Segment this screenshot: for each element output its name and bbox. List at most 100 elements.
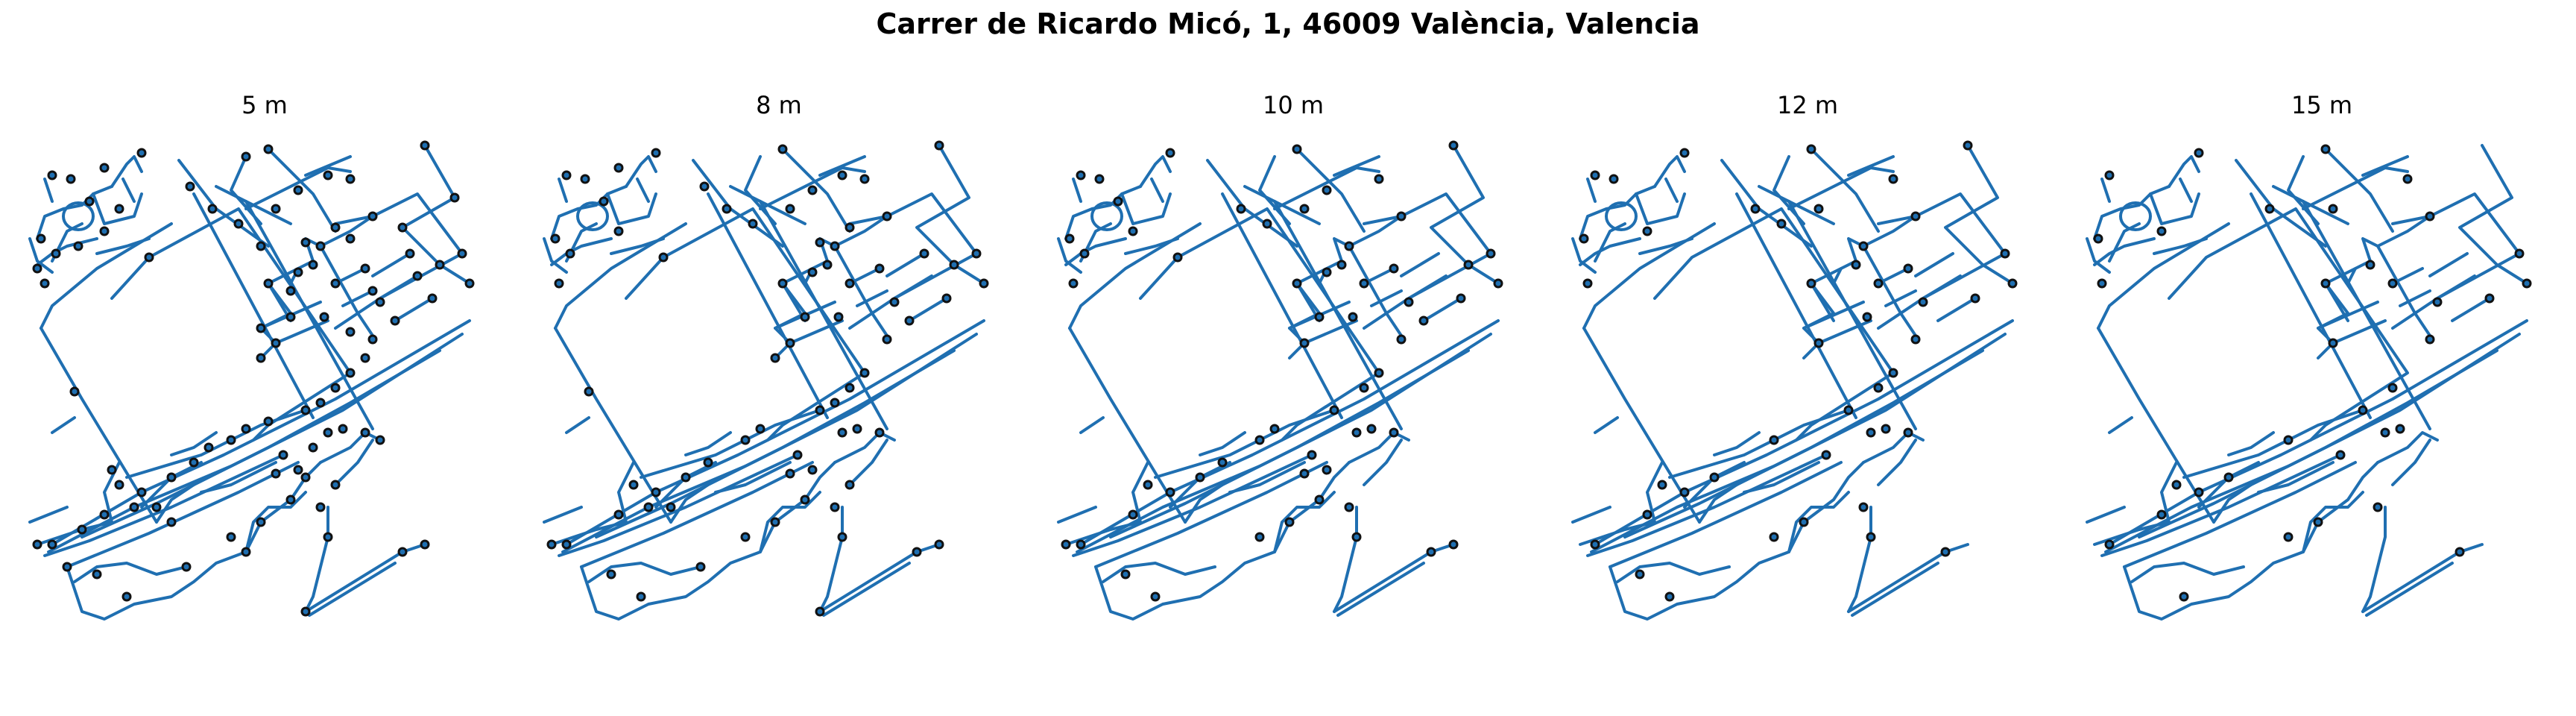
intersection-node [2432, 297, 2443, 307]
street-edge [1303, 319, 1358, 345]
street-edge [610, 237, 665, 255]
street-edge [170, 431, 218, 456]
street-edge [51, 319, 471, 546]
intersection-node [550, 233, 561, 244]
intersection-node [971, 248, 982, 259]
street-edge [1228, 461, 1306, 494]
intersection-node [1888, 368, 1898, 378]
intersection-node [1821, 450, 1831, 460]
intersection-node [1813, 204, 1824, 214]
intersection-node [330, 222, 341, 233]
intersection-node [1128, 509, 1138, 520]
intersection-node [934, 539, 944, 550]
street-edge [36, 521, 113, 546]
intersection-node [241, 547, 251, 557]
intersection-node [2313, 517, 2323, 527]
street-edge [580, 461, 814, 568]
intersection-node [845, 222, 855, 233]
intersection-node [2328, 204, 2338, 214]
intersection-node [1858, 241, 1869, 251]
street-network [2086, 144, 2532, 621]
intersection-node [1172, 252, 1183, 263]
intersection-node [256, 323, 266, 333]
intersection-node [2104, 539, 2115, 550]
intersection-node [1404, 297, 1414, 307]
intersection-node [699, 181, 710, 192]
street-network-map [28, 140, 475, 621]
intersection-node [703, 457, 713, 468]
street-edge [1333, 506, 1358, 613]
intersection-node [278, 450, 288, 460]
street-edge [267, 148, 337, 233]
intersection-node [166, 517, 177, 527]
intersection-node [1389, 427, 1399, 438]
street-edge [1594, 416, 1619, 434]
intersection-node [1195, 472, 1205, 483]
street-edge [36, 185, 113, 240]
intersection-node [2320, 144, 2331, 154]
intersection-node [2283, 435, 2294, 445]
street-edge [1109, 349, 1470, 538]
street-edge [856, 289, 888, 307]
intersection-node [1642, 509, 1652, 520]
intersection-node [315, 241, 326, 251]
intersection-node [285, 286, 296, 296]
street-edge [2160, 461, 2178, 524]
intersection-node [822, 260, 833, 270]
street-edge [1400, 252, 1440, 277]
figure-title: Carrer de Ricardo Micó, 1, 46009 Valènci… [876, 7, 1700, 40]
intersection-node [1299, 204, 1310, 214]
intersection-node [293, 465, 303, 475]
intersection-node [185, 181, 195, 192]
intersection-node [912, 547, 922, 557]
street-edge [543, 506, 583, 524]
street-edge [1698, 483, 1738, 524]
street-edge [1064, 521, 1142, 546]
intersection-node [1351, 427, 1362, 438]
intersection-node [830, 241, 840, 251]
intersection-node [1635, 569, 1645, 580]
intersection-node [1299, 468, 1310, 479]
intersection-node [1322, 267, 1332, 277]
street-edge [334, 267, 367, 285]
intersection-node [330, 383, 341, 393]
intersection-node [51, 248, 61, 259]
intersection-node [815, 237, 825, 248]
street-edge [789, 319, 844, 345]
street-edge [1594, 319, 2014, 546]
intersection-node [837, 170, 847, 180]
intersection-node [47, 170, 57, 180]
intersection-node [181, 562, 192, 572]
intersection-node [1888, 174, 1898, 184]
street-edge [244, 166, 352, 210]
intersection-node [1590, 539, 1600, 550]
intersection-node [561, 539, 572, 550]
intersection-node [1344, 241, 1354, 251]
street-edge [2179, 178, 2193, 203]
intersection-node [681, 472, 691, 483]
intersection-node [1314, 312, 1325, 322]
street-edge [1586, 453, 1828, 557]
street-edge [2324, 148, 2394, 233]
street-edge [893, 274, 933, 300]
street-edge [1582, 222, 1716, 330]
street-network-map [1057, 140, 1503, 621]
street-edge [759, 491, 821, 553]
intersection-node [1750, 204, 1761, 214]
intersection-node [636, 591, 646, 602]
intersection-node [1769, 435, 1779, 445]
intersection-node [32, 539, 42, 550]
street-edge [595, 349, 956, 538]
intersection-node [979, 278, 989, 289]
intersection-node [405, 248, 415, 259]
intersection-node [315, 502, 326, 512]
street-edge [2130, 562, 2245, 583]
street-edge [319, 431, 382, 464]
map-panel-12m: 12 m [1565, 90, 2050, 641]
intersection-node [1366, 424, 1377, 434]
intersection-node [300, 472, 311, 483]
intersection-node [1374, 368, 1384, 378]
intersection-node [2335, 450, 2346, 460]
street-edge [759, 166, 866, 210]
street-edge [319, 245, 374, 337]
